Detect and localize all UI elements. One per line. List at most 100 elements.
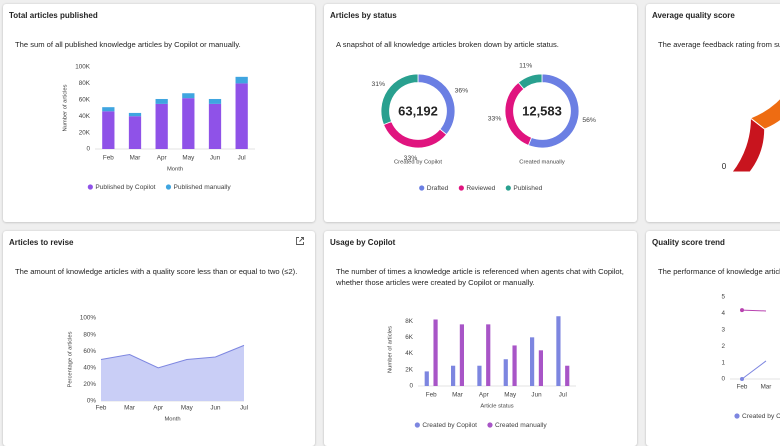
expand-icon[interactable] bbox=[295, 236, 305, 246]
bar bbox=[477, 365, 482, 386]
y-tick-label: 60% bbox=[83, 348, 96, 355]
x-tick-label: Mar bbox=[761, 384, 772, 391]
y-tick-label: 80K bbox=[79, 80, 91, 87]
data-label: 36% bbox=[455, 87, 469, 94]
legend-marker bbox=[487, 422, 493, 428]
x-tick-label: Jun bbox=[210, 155, 221, 162]
bar-segment bbox=[235, 76, 248, 84]
x-axis-title: Month bbox=[164, 417, 180, 423]
legend-marker bbox=[414, 422, 420, 428]
card: Total articles published The sum of all … bbox=[3, 4, 315, 222]
y-tick-label: 0 bbox=[721, 376, 725, 383]
card: Quality score trend The performance of k… bbox=[646, 231, 780, 446]
legend-marker bbox=[87, 184, 93, 190]
y-tick-label: 100% bbox=[80, 315, 97, 322]
x-tick-label: Feb bbox=[426, 392, 437, 399]
x-tick-label: Feb bbox=[96, 405, 107, 412]
bar bbox=[556, 316, 561, 386]
bar-segment bbox=[155, 103, 168, 149]
y-tick-label: 0 bbox=[86, 146, 90, 153]
donut-name: Created manually bbox=[519, 160, 565, 166]
y-tick-label: 40K bbox=[79, 113, 91, 120]
legend-label: Published by Copilot bbox=[95, 184, 155, 191]
y-tick-label: 6K bbox=[405, 334, 414, 341]
bar bbox=[486, 324, 491, 386]
chart: 0 1 2 3 4 5 Feb Mar Created by Co bbox=[721, 294, 780, 420]
legend-label: Published bbox=[513, 185, 542, 192]
line bbox=[741, 309, 767, 312]
gauge-min-label: 0 bbox=[722, 162, 727, 171]
bar-segment bbox=[128, 116, 142, 149]
legend-marker bbox=[419, 185, 425, 191]
chart: 0 2K 4K 6K 8K Feb Mar Apr May Jun Jul Article statu… bbox=[388, 316, 576, 429]
y-tick-label: 1 bbox=[721, 359, 725, 366]
donut-total: 63,192 bbox=[398, 103, 438, 118]
x-tick-label: Jul bbox=[240, 405, 248, 412]
x-tick-label: Mar bbox=[130, 155, 141, 162]
area-line bbox=[100, 344, 245, 369]
bar bbox=[503, 359, 508, 386]
bar-segment bbox=[155, 98, 168, 104]
card-title: Usage by Copilot bbox=[330, 238, 396, 247]
card-title: Quality score trend bbox=[652, 238, 725, 247]
legend-label: Created manually bbox=[495, 422, 547, 429]
bar-segment bbox=[102, 107, 115, 112]
y-tick-label: 60K bbox=[79, 96, 91, 103]
card-title: Total articles published bbox=[9, 11, 98, 20]
y-tick-label: 0 bbox=[409, 383, 413, 390]
x-tick-label: May bbox=[504, 392, 517, 399]
chart: 0 bbox=[722, 97, 780, 173]
card-description: The average feedback rating from sup bbox=[658, 40, 780, 49]
chart: 36% 33% 31% 63,192 Created by Copilot 56% 33% 1… bbox=[371, 63, 595, 192]
x-tick-label: Feb bbox=[737, 384, 748, 391]
legend: Created by Co bbox=[734, 413, 780, 420]
card: Usage by Copilot The number of times a k… bbox=[324, 231, 637, 446]
x-tick-label: Mar bbox=[124, 405, 135, 412]
point bbox=[740, 377, 744, 381]
y-tick-label: 20K bbox=[79, 129, 91, 136]
card-description: The amount of knowledge articles with a … bbox=[15, 267, 298, 276]
x-tick-label: May bbox=[181, 405, 194, 412]
y-tick-label: 80% bbox=[83, 331, 96, 338]
card-title: Average quality score bbox=[652, 11, 735, 20]
area bbox=[101, 345, 244, 401]
legend: Published by Copilot Published manually bbox=[87, 184, 231, 191]
y-tick-label: 0% bbox=[87, 398, 97, 405]
x-tick-label: Jun bbox=[210, 405, 221, 412]
gauge-band bbox=[749, 97, 780, 130]
card-description: The number of times a knowledge article … bbox=[336, 267, 624, 287]
legend-label: Created by Copilot bbox=[422, 422, 477, 429]
bar-segment bbox=[182, 98, 195, 149]
line bbox=[741, 360, 767, 380]
x-axis-title: Article status bbox=[480, 404, 513, 410]
x-tick-label: Jul bbox=[559, 392, 567, 399]
x-tick-label: Jul bbox=[238, 155, 246, 162]
bar bbox=[512, 345, 517, 386]
y-tick-label: 2 bbox=[721, 343, 725, 350]
bar bbox=[424, 371, 429, 386]
y-tick-label: 100K bbox=[75, 64, 91, 71]
bar bbox=[530, 337, 535, 386]
data-label: 33% bbox=[488, 115, 502, 122]
chart: 0% 20% 40% 60% 80% 100% Feb Mar Apr May Jun Jul Mont… bbox=[68, 315, 249, 423]
x-tick-label: Apr bbox=[157, 155, 167, 162]
donut-segment bbox=[383, 120, 448, 149]
x-axis-title: Month bbox=[167, 167, 183, 173]
bar-segment bbox=[102, 111, 115, 149]
chart: 0 20K 40K 60K 80K 100K Feb Mar Apr May Jun Jul Month… bbox=[63, 64, 255, 191]
x-tick-label: May bbox=[182, 155, 195, 162]
donut-segment bbox=[517, 73, 543, 90]
y-axis-title: Percentage of articles bbox=[68, 331, 74, 387]
gauge-band bbox=[730, 117, 766, 173]
card-description: A snapshot of all knowledge articles bro… bbox=[336, 40, 559, 49]
card-title: Articles by status bbox=[330, 11, 397, 20]
bar-segment bbox=[182, 93, 195, 99]
x-tick-label: Feb bbox=[103, 155, 114, 162]
bar bbox=[433, 319, 438, 386]
card: Articles to revise The amount of knowled… bbox=[3, 231, 315, 446]
point bbox=[740, 308, 744, 313]
legend-label: Reviewed bbox=[466, 185, 495, 192]
y-tick-label: 2K bbox=[405, 366, 414, 373]
card-description: The performance of knowledge article bbox=[658, 267, 780, 276]
legend-label: Created by Co bbox=[742, 413, 780, 420]
